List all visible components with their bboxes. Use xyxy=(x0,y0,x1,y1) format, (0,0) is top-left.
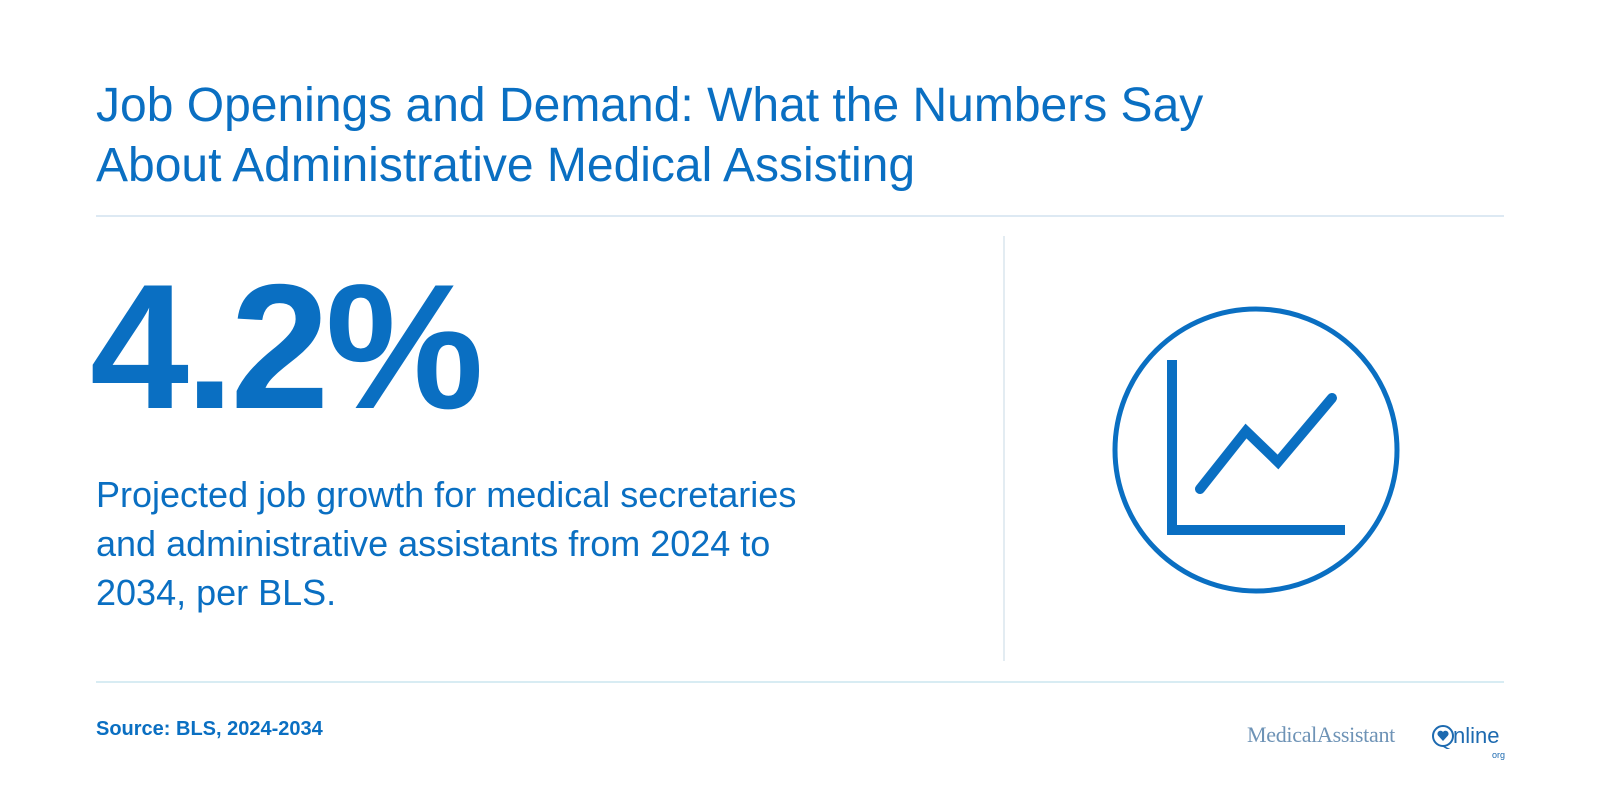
page-title-line-2: About Administrative Medical Assisting xyxy=(96,139,916,192)
growth-percentage: 4.2% xyxy=(90,247,484,446)
stat-description: Projected job growth for medical secreta… xyxy=(96,470,896,617)
logo-wordmark: MedicalAssistant xyxy=(1247,722,1395,747)
bottom-divider xyxy=(96,681,1504,683)
logo-online-text: nline xyxy=(1453,723,1500,748)
medical-assistant-online-logo: MedicalAssistant nline org xyxy=(1247,722,1507,762)
stat-description-line-1: Projected job growth for medical secreta… xyxy=(96,474,797,515)
top-divider xyxy=(96,215,1504,217)
logo-org-text: org xyxy=(1492,750,1506,760)
page-title: Job Openings and Demand: What the Number… xyxy=(96,76,1496,196)
stat-description-line-2: and administrative assistants from 2024 … xyxy=(96,523,771,564)
source-note: Source: BLS, 2024-2034 xyxy=(96,718,323,740)
line-chart-icon xyxy=(1112,306,1400,594)
vertical-divider xyxy=(1003,236,1005,661)
page-title-line-1: Job Openings and Demand: What the Number… xyxy=(96,79,1204,132)
heart-stethoscope-icon xyxy=(1432,725,1454,749)
stat-description-line-3: 2034, per BLS. xyxy=(96,572,337,613)
